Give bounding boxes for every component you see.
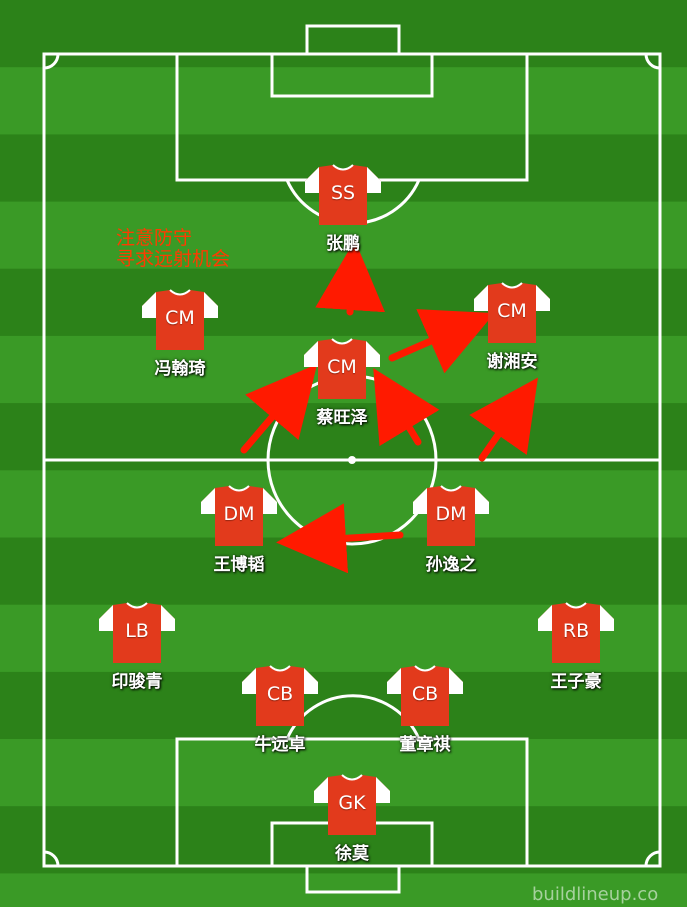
corner-arc-tl [43,53,60,70]
player-name: 印骏青 [111,672,163,692]
player-cb-left[interactable]: CB 牛远卓 [235,664,325,755]
player-cm-right[interactable]: CM 谢湘安 [467,281,557,372]
player-position: DM [435,503,467,525]
arrow-cm-to-right-cm [388,309,495,374]
player-rb[interactable]: RB 王子豪 [531,601,621,692]
player-position: LB [125,620,149,642]
shirt-icon: SS [305,163,381,225]
player-position: RB [562,620,590,642]
player-name: 董章祺 [399,735,451,755]
watermark: buildlineup.co [532,884,659,905]
arrow-right-dm-to-left-dm [276,503,404,574]
player-name: 冯翰琦 [154,359,206,379]
player-name: 牛远卓 [254,735,306,755]
shirt-icon: DM [201,484,277,546]
player-name: 谢湘安 [486,352,538,372]
arrow-cm-to-ss [315,240,386,316]
movement-arrows [240,240,538,574]
player-cm-center[interactable]: CM 蔡旺泽 [297,337,387,428]
shirt-icon: CB [387,664,463,726]
bottom-goal [305,864,401,894]
shirt-icon: GK [314,773,390,835]
grass-stripe [0,671,687,741]
corner-arc-bl [43,850,60,867]
player-gk[interactable]: GK 徐莫 [307,773,397,864]
grass-stripe [0,873,687,907]
player-dm-right[interactable]: DM 孙逸之 [406,484,496,575]
shirt-icon: DM [413,484,489,546]
player-position: DM [223,503,255,525]
arrow-left-dm-to-cm [240,364,318,454]
player-lb[interactable]: LB 印骏青 [92,601,182,692]
grass-stripe [0,0,687,69]
shirt-icon: LB [99,601,175,663]
player-position: CM [497,300,527,322]
player-position: GK [338,792,366,814]
tactical-note: 注意防守 寻求远射机会 [116,228,230,270]
arrow-right-dm-to-cm [373,368,440,447]
player-name: 徐莫 [335,844,369,864]
player-name: 王子豪 [550,672,602,692]
player-name: 孙逸之 [425,555,477,575]
player-position: CM [327,356,357,378]
top-goal [305,24,401,56]
corner-arc-br [644,850,661,867]
player-position: SS [330,182,356,204]
corner-arc-tr [644,53,661,70]
shirt-icon: CB [242,664,318,726]
grass-stripe [0,67,687,136]
player-name: 蔡旺泽 [316,408,368,428]
shirt-icon: CM [142,288,218,350]
player-dm-left[interactable]: DM 王博韬 [194,484,284,575]
player-position: CB [266,683,294,705]
player-cb-right[interactable]: CB 董章祺 [380,664,470,755]
note-line-2: 寻求远射机会 [116,248,231,270]
player-ss[interactable]: SS 张鹏 [298,163,388,254]
shirt-icon: CM [304,337,380,399]
arrow-right-dm-to-right-cm [469,377,538,462]
grass-stripe [0,537,687,606]
player-cm-left[interactable]: CM 冯翰琦 [135,288,225,379]
grass-stripe [0,470,687,539]
shirt-icon: CM [474,281,550,343]
player-position: CM [165,307,195,329]
note-line-1: 注意防守 [116,227,193,249]
shirt-icon: RB [538,601,614,663]
player-position: CB [411,683,439,705]
player-name: 王博韬 [213,555,265,575]
center-spot [348,456,356,464]
grass-stripe [0,268,687,337]
player-name: 张鹏 [326,234,360,254]
